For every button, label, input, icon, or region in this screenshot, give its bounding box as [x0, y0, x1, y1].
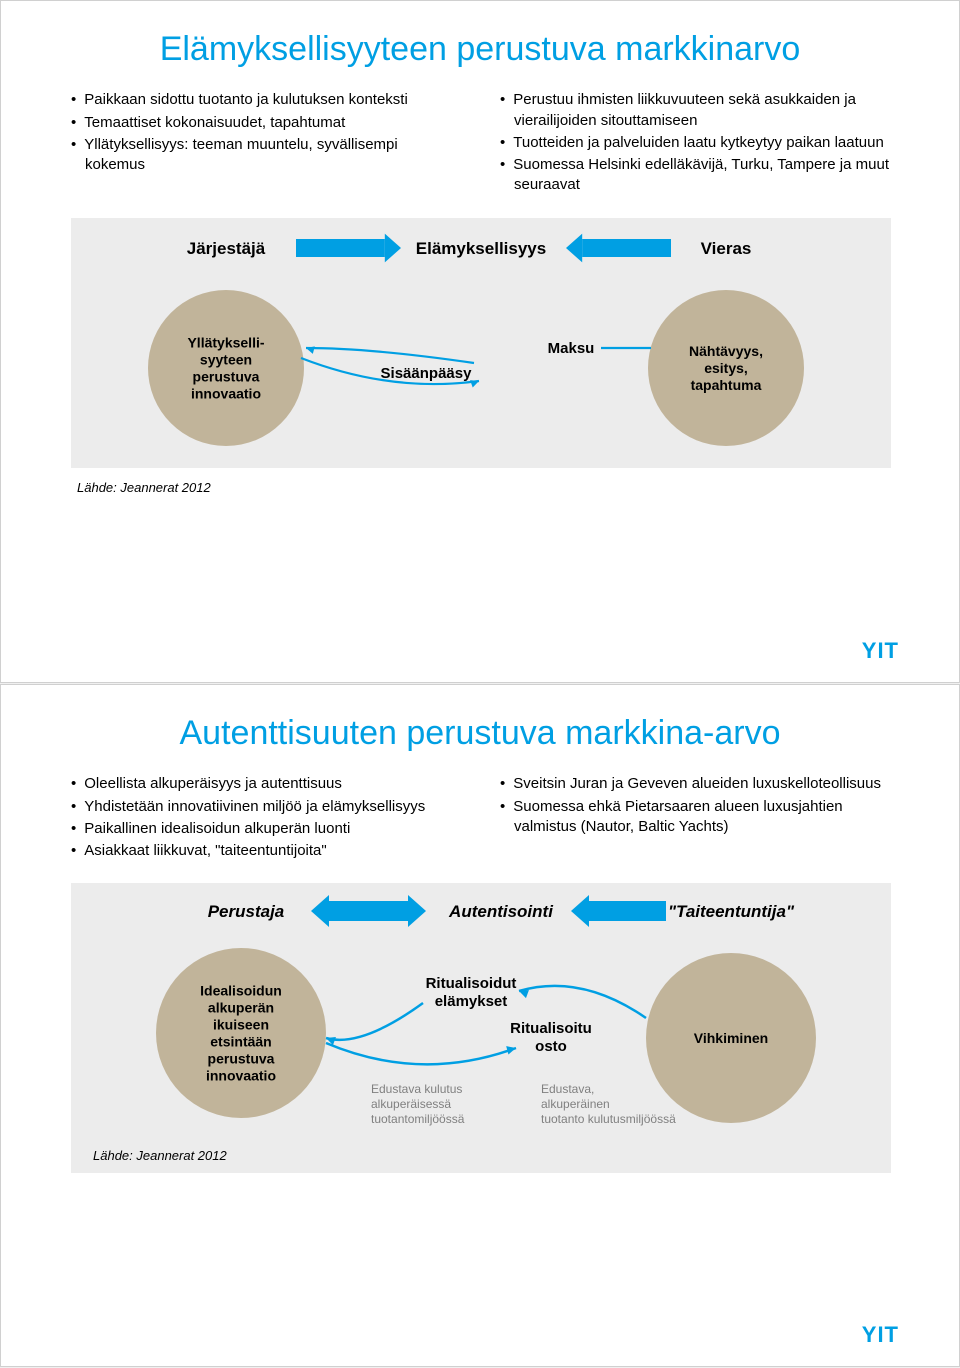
- svg-text:Elämyksellisyys: Elämyksellisyys: [416, 239, 546, 258]
- slide1-right-col: Perustuu ihmisten liikkuvuuteen sekä asu…: [500, 90, 889, 197]
- slide2-diagram: Perustaja Autentisointi "Taiteentuntija" Id…: [71, 883, 889, 1173]
- slide2-svg: Perustaja Autentisointi "Taiteentuntija" Id…: [71, 883, 891, 1173]
- bullet-item: Paikkaan sidottu tuotanto ja kulutuksen …: [71, 90, 460, 110]
- svg-text:ikuiseen: ikuiseen: [213, 1017, 269, 1033]
- slide1-diagram: Järjestäjä Elämyksellisyys Vieras Yllätykse…: [71, 218, 889, 468]
- bullet-item: Temaattiset kokonaisuudet, tapahtumat: [71, 113, 460, 133]
- svg-text:Vihkiminen: Vihkiminen: [694, 1030, 768, 1046]
- svg-text:etsintään: etsintään: [210, 1034, 271, 1050]
- svg-text:tuotantomiljöössä: tuotantomiljöössä: [371, 1112, 465, 1126]
- svg-text:innovaatio: innovaatio: [191, 385, 261, 401]
- slide2-left-bullets: Oleellista alkuperäisyys ja autenttisuus…: [71, 774, 460, 861]
- slide1-columns: Paikkaan sidottu tuotanto ja kulutuksen …: [71, 90, 889, 197]
- bullet-item: Suomessa ehkä Pietarsaaren alueen luxusj…: [500, 797, 889, 838]
- slide2-source: Lähde: Jeannerat 2012: [93, 1148, 227, 1163]
- slide2-title: Autenttisuuten perustuva markkina-arvo: [71, 715, 889, 752]
- slide2-left-col: Oleellista alkuperäisyys ja autenttisuus…: [71, 774, 460, 863]
- slide2-right-col: Sveitsin Juran ja Geveven alueiden luxus…: [500, 774, 889, 863]
- svg-text:osto: osto: [535, 1038, 567, 1055]
- brand-logo: YIT: [862, 1322, 899, 1348]
- svg-text:alkuperäisessä: alkuperäisessä: [371, 1097, 451, 1111]
- bullet-item: Paikallinen idealisoidun alkuperän luont…: [71, 819, 460, 839]
- svg-text:Edustava,: Edustava,: [541, 1082, 594, 1096]
- bullet-item: Sveitsin Juran ja Geveven alueiden luxus…: [500, 774, 889, 794]
- slide1-title: Elämyksellisyyteen perustuva markkinarvo: [71, 31, 889, 68]
- svg-text:syyteen: syyteen: [200, 351, 252, 367]
- slide1-left-bullets: Paikkaan sidottu tuotanto ja kulutuksen …: [71, 90, 460, 175]
- svg-text:Autentisointi: Autentisointi: [448, 902, 554, 921]
- slide-2: Autenttisuuten perustuva markkina-arvo O…: [0, 684, 960, 1367]
- svg-text:Nähtävyys,: Nähtävyys,: [689, 343, 763, 359]
- bullet-item: Suomessa Helsinki edelläkävijä, Turku, T…: [500, 155, 889, 196]
- svg-text:alkuperäinen: alkuperäinen: [541, 1097, 610, 1111]
- svg-text:innovaatio: innovaatio: [206, 1068, 276, 1084]
- slide2-right-bullets: Sveitsin Juran ja Geveven alueiden luxus…: [500, 774, 889, 837]
- slide1-svg: Järjestäjä Elämyksellisyys Vieras Yllätykse…: [71, 218, 891, 468]
- brand-logo: YIT: [862, 638, 899, 664]
- svg-text:tapahtuma: tapahtuma: [691, 377, 762, 393]
- svg-text:Yllätykselli-: Yllätykselli-: [187, 334, 264, 350]
- bullet-item: Asiakkaat liikkuvat, "taiteentuntijoita": [71, 841, 460, 861]
- svg-text:Vieras: Vieras: [701, 239, 752, 258]
- bullet-item: Tuotteiden ja palveluiden laatu kytkeyty…: [500, 133, 889, 153]
- svg-text:Ritualisoitu: Ritualisoitu: [510, 1020, 592, 1037]
- svg-text:Järjestäjä: Järjestäjä: [187, 239, 266, 258]
- slide1-source: Lähde: Jeannerat 2012: [77, 480, 889, 495]
- slide-1: Elämyksellisyyteen perustuva markkinarvo…: [0, 0, 960, 683]
- svg-text:"Taiteentuntija": "Taiteentuntija": [668, 902, 795, 921]
- svg-text:perustuva: perustuva: [208, 1051, 275, 1067]
- svg-text:esitys,: esitys,: [704, 360, 748, 376]
- svg-text:Maksu: Maksu: [548, 340, 595, 357]
- bullet-item: Perustuu ihmisten liikkuvuuteen sekä asu…: [500, 90, 889, 131]
- bullet-item: Oleellista alkuperäisyys ja autenttisuus: [71, 774, 460, 794]
- svg-text:Idealisoidun: Idealisoidun: [200, 983, 282, 999]
- svg-text:Ritualisoidut: Ritualisoidut: [426, 975, 517, 992]
- svg-text:alkuperän: alkuperän: [208, 1000, 274, 1016]
- slide2-columns: Oleellista alkuperäisyys ja autenttisuus…: [71, 774, 889, 863]
- svg-text:Sisäänpääsy: Sisäänpääsy: [381, 365, 473, 382]
- svg-text:perustuva: perustuva: [193, 368, 260, 384]
- svg-text:Edustava kulutus: Edustava kulutus: [371, 1082, 462, 1096]
- bullet-item: Yhdistetään innovatiivinen miljöö ja elä…: [71, 797, 460, 817]
- slide1-left-col: Paikkaan sidottu tuotanto ja kulutuksen …: [71, 90, 460, 197]
- svg-text:elämykset: elämykset: [435, 993, 508, 1010]
- svg-text:tuotanto kulutusmiljöössä: tuotanto kulutusmiljöössä: [541, 1112, 676, 1126]
- bullet-item: Yllätyksellisyys: teeman muuntelu, syväl…: [71, 135, 460, 176]
- slide1-right-bullets: Perustuu ihmisten liikkuvuuteen sekä asu…: [500, 90, 889, 195]
- svg-text:Perustaja: Perustaja: [208, 902, 285, 921]
